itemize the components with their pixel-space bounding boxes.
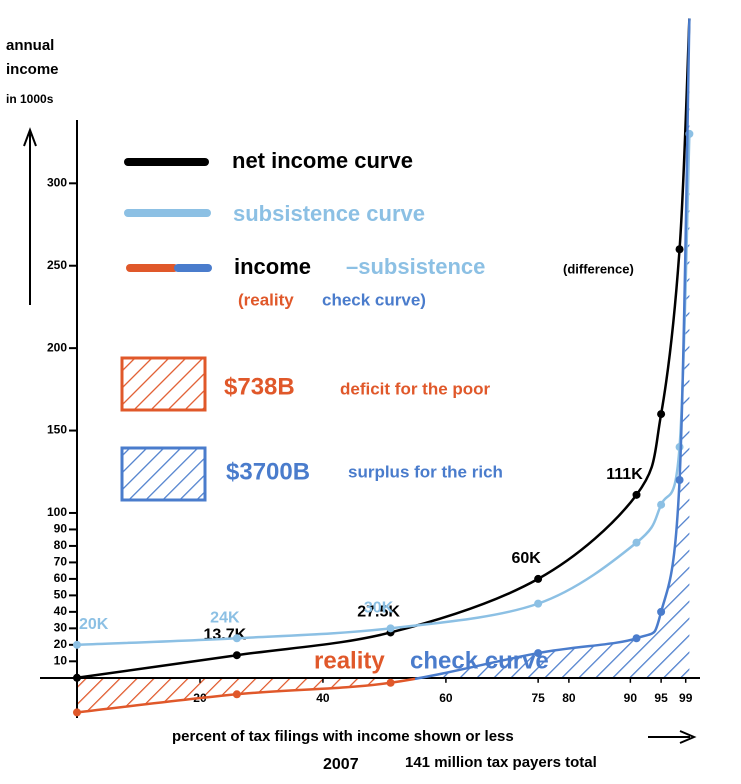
annotation: check curve — [410, 647, 549, 674]
point — [632, 538, 641, 547]
point — [232, 690, 241, 699]
point — [73, 708, 81, 717]
legend-note: (reality — [238, 290, 294, 309]
value-label: 27.5K — [357, 604, 400, 621]
y-tick-label: 150 — [47, 423, 67, 437]
point — [386, 624, 395, 633]
x-label: percent of tax filings with income shown… — [172, 728, 514, 745]
series-line — [76, 18, 691, 714]
y-tick-label: 100 — [47, 505, 67, 519]
point — [73, 673, 81, 682]
arrow — [679, 730, 697, 744]
value-label: 60K — [511, 550, 541, 567]
legend-label: net income curve — [232, 148, 413, 173]
x-tick-label: 95 — [654, 691, 668, 705]
point — [632, 634, 641, 643]
legend-box — [120, 446, 207, 502]
y-tick-label: 20 — [54, 637, 68, 651]
annotation: reality — [314, 647, 385, 674]
y-tick-label: 50 — [54, 588, 68, 602]
point — [73, 640, 81, 649]
y-label: income — [6, 61, 59, 78]
y-tick-label: 80 — [54, 538, 68, 552]
y-tick-label: 60 — [54, 571, 68, 585]
y-tick-label: 40 — [54, 604, 68, 618]
y-tick-label: 30 — [54, 621, 68, 635]
point — [675, 476, 684, 484]
legend-note: check curve) — [322, 290, 426, 309]
y-label: in 1000s — [6, 92, 54, 106]
arrow — [23, 127, 37, 147]
footer: 2007 — [323, 756, 359, 773]
point — [657, 410, 666, 419]
point — [232, 634, 241, 643]
surplus-amount: $3700B — [226, 458, 310, 485]
legend-note: (difference) — [563, 261, 634, 276]
deficit-area — [77, 677, 421, 713]
value-label: 20K — [79, 616, 109, 633]
value-label: 30K — [364, 600, 394, 617]
legend-box — [120, 356, 207, 412]
y-label: annual — [6, 37, 54, 54]
point — [534, 574, 543, 583]
y-tick-label: 90 — [54, 522, 68, 536]
series-line — [76, 18, 691, 680]
value-label: 111K — [606, 466, 643, 483]
value-label: 13.7K — [204, 626, 247, 643]
point — [534, 649, 543, 658]
legend-label: income — [234, 254, 311, 279]
x-tick-label: 60 — [439, 691, 453, 705]
x-tick-label: 40 — [316, 691, 330, 705]
x-tick-label: 80 — [562, 691, 576, 705]
y-tick-label: 70 — [54, 555, 68, 569]
point — [232, 651, 241, 660]
point — [657, 607, 666, 616]
legend-label: subsistence curve — [233, 201, 425, 226]
y-tick-label: 10 — [54, 653, 68, 667]
x-tick-label: 75 — [531, 691, 545, 705]
point — [386, 678, 395, 687]
legend-label: –subsistence — [346, 254, 485, 279]
point — [534, 599, 543, 608]
y-tick-label: 200 — [47, 340, 67, 354]
point — [632, 490, 641, 499]
deficit-text: deficit for the poor — [340, 379, 491, 398]
point — [675, 245, 684, 254]
point — [657, 500, 666, 509]
deficit-amount: $738B — [224, 373, 295, 400]
footer: 141 million tax payers total — [405, 754, 597, 771]
value-label: 24K — [210, 609, 240, 626]
x-tick-label: 99 — [679, 691, 693, 705]
y-tick-label: 300 — [47, 175, 67, 189]
x-tick-label: 90 — [624, 691, 638, 705]
surplus-text: surplus for the rich — [348, 462, 503, 481]
y-tick-label: 250 — [47, 258, 67, 272]
